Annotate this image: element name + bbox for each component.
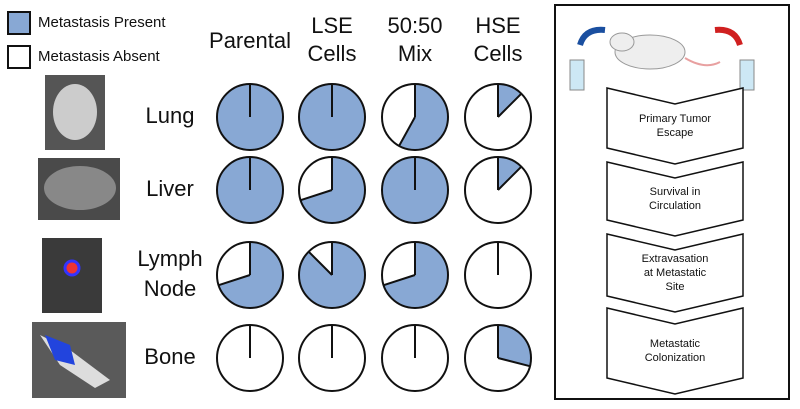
row-label: Lung xyxy=(146,103,195,128)
row-label: Node xyxy=(144,276,197,301)
pie-outline xyxy=(381,83,449,151)
process-step xyxy=(606,87,744,165)
pie-slice xyxy=(498,84,522,117)
pie-outline xyxy=(464,324,532,392)
pie-edge xyxy=(300,189,333,202)
column-header: Cells xyxy=(308,41,357,66)
pie-outline xyxy=(298,241,366,309)
pie-outline xyxy=(216,156,284,224)
step-label: Escape xyxy=(657,127,694,139)
step-label: Primary Tumor xyxy=(639,113,711,125)
pie-edge xyxy=(218,274,251,287)
pie-outline xyxy=(216,324,284,392)
row-label: Lymph xyxy=(137,246,202,271)
pie-edge xyxy=(497,165,523,191)
pie-edge xyxy=(307,250,333,276)
pie-outline xyxy=(381,241,449,309)
process-step xyxy=(606,161,744,237)
step-label: at Metastatic xyxy=(644,267,707,279)
step-label: Extravasation xyxy=(642,253,709,265)
pie-edge xyxy=(497,92,523,118)
process-step xyxy=(606,233,744,313)
arrow-blue xyxy=(577,26,606,47)
lymph-signal xyxy=(63,259,81,277)
step-label: Colonization xyxy=(645,352,706,364)
pie-edge xyxy=(497,357,531,368)
arrow-red xyxy=(714,26,743,47)
column-header: 50:50 xyxy=(387,13,442,38)
pie-outline xyxy=(381,324,449,392)
pie-slice xyxy=(498,157,522,190)
column-header: HSE xyxy=(475,13,520,38)
pie-outline xyxy=(464,83,532,151)
pie-outline xyxy=(216,241,284,309)
pie-slice xyxy=(399,84,448,150)
pie-outline xyxy=(298,324,366,392)
pie-outline xyxy=(381,156,449,224)
row-label: Bone xyxy=(144,344,195,369)
liver-organ xyxy=(44,166,116,210)
step-label: Survival in xyxy=(650,186,701,198)
mouse-head xyxy=(609,32,635,52)
legend-swatch-absent xyxy=(7,45,31,69)
mouse-tail xyxy=(684,57,721,67)
column-header: LSE xyxy=(311,13,353,38)
lung-organ xyxy=(53,84,97,140)
row-label: Liver xyxy=(146,176,194,201)
tube-right xyxy=(739,59,755,91)
tube-left xyxy=(569,59,585,91)
step-label: Metastatic xyxy=(650,338,701,350)
legend-present: Metastasis Present xyxy=(38,14,166,31)
column-header: Parental xyxy=(209,28,291,53)
pie-outline xyxy=(216,83,284,151)
bone-signal xyxy=(45,335,75,365)
pie-edge xyxy=(398,116,416,147)
pie-outline xyxy=(464,241,532,309)
pie-slice xyxy=(498,325,531,367)
step-label: Circulation xyxy=(649,200,701,212)
process-step xyxy=(606,307,744,395)
pie-edge xyxy=(383,274,416,287)
step-label: Site xyxy=(666,281,685,293)
pie-outline xyxy=(298,83,366,151)
legend-absent: Metastasis Absent xyxy=(38,48,161,65)
column-header: Cells xyxy=(474,41,523,66)
pie-outline xyxy=(298,156,366,224)
column-header: Mix xyxy=(398,41,432,66)
legend-swatch-present xyxy=(7,11,31,35)
pie-outline xyxy=(464,156,532,224)
